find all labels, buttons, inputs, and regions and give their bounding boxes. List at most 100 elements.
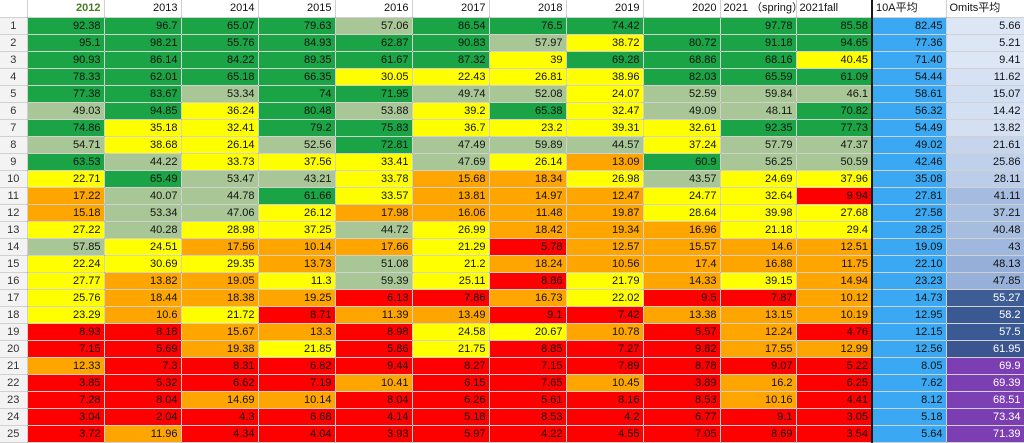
score-cell[interactable]: 21.18 (720, 221, 797, 239)
score-cell[interactable]: 9.44 (335, 357, 413, 375)
score-cell[interactable]: 27.68 (796, 204, 873, 222)
score-cell[interactable]: 19.05 (181, 272, 259, 290)
score-cell[interactable]: 10.45 (566, 374, 644, 392)
score-cell[interactable]: 20.67 (489, 323, 567, 341)
score-cell[interactable]: 37.56 (258, 153, 336, 171)
score-cell[interactable]: 38.68 (104, 136, 182, 154)
score-cell[interactable]: 21.79 (566, 272, 644, 290)
score-cell[interactable]: 12.51 (796, 238, 873, 256)
score-cell[interactable]: 7.87 (720, 289, 797, 307)
row-number[interactable]: 13 (0, 221, 28, 239)
score-cell[interactable]: 27.77 (27, 272, 105, 290)
score-cell[interactable]: 68.86 (643, 51, 721, 69)
score-cell[interactable]: 4.2 (566, 408, 644, 426)
omits-average-cell[interactable]: 55.27 (946, 289, 1024, 307)
score-cell[interactable]: 8.93 (27, 323, 105, 341)
omits-average-cell[interactable]: 21.61 (946, 136, 1024, 154)
score-cell[interactable]: 53.88 (335, 102, 413, 120)
score-cell[interactable]: 3.54 (796, 425, 873, 443)
score-cell[interactable]: 8.78 (643, 357, 721, 375)
score-cell[interactable]: 65.49 (104, 170, 182, 188)
omits-average-cell[interactable]: 25.86 (946, 153, 1024, 171)
row-number[interactable]: 4 (0, 68, 28, 86)
score-cell[interactable]: 8.86 (489, 272, 567, 290)
omits-average-cell[interactable]: 28.11 (946, 170, 1024, 188)
score-cell[interactable]: 7.3 (104, 357, 182, 375)
score-cell[interactable]: 8.18 (104, 323, 182, 341)
score-cell[interactable]: 40.07 (104, 187, 182, 205)
average-cell[interactable]: 27.58 (872, 204, 947, 222)
score-cell[interactable]: 72.81 (335, 136, 413, 154)
score-cell[interactable]: 22.02 (566, 289, 644, 307)
score-cell[interactable]: 10.56 (566, 255, 644, 273)
score-cell[interactable]: 29.35 (181, 255, 259, 273)
row-number[interactable]: 19 (0, 323, 28, 341)
score-cell[interactable]: 14.94 (796, 272, 873, 290)
score-cell[interactable]: 44.22 (104, 153, 182, 171)
average-cell[interactable]: 5.64 (872, 425, 947, 443)
row-number[interactable]: 18 (0, 306, 28, 324)
score-cell[interactable]: 4.55 (566, 425, 644, 443)
omits-average-cell[interactable]: 15.07 (946, 85, 1024, 103)
score-cell[interactable]: 7.89 (566, 357, 644, 375)
omits-average-cell[interactable]: 37.21 (946, 204, 1024, 222)
score-cell[interactable]: 57.97 (489, 34, 567, 52)
score-cell[interactable]: 39.2 (412, 102, 490, 120)
score-cell[interactable]: 57.06 (335, 17, 413, 35)
score-cell[interactable]: 56.25 (720, 153, 797, 171)
omits-average-cell[interactable]: 9.41 (946, 51, 1024, 69)
score-cell[interactable]: 21.29 (412, 238, 490, 256)
score-cell[interactable]: 25.11 (412, 272, 490, 290)
column-header-2014[interactable]: 2014 (181, 0, 259, 18)
score-cell[interactable]: 85.58 (796, 17, 873, 35)
score-cell[interactable]: 22.24 (27, 255, 105, 273)
score-cell[interactable]: 59.84 (720, 85, 797, 103)
score-cell[interactable]: 15.18 (27, 204, 105, 222)
score-cell[interactable]: 10.78 (566, 323, 644, 341)
score-cell[interactable]: 33.41 (335, 153, 413, 171)
score-cell[interactable]: 84.22 (181, 51, 259, 69)
score-cell[interactable]: 47.69 (412, 153, 490, 171)
score-cell[interactable]: 14.97 (489, 187, 567, 205)
score-cell[interactable]: 22.43 (412, 68, 490, 86)
average-cell[interactable]: 14.73 (872, 289, 947, 307)
score-cell[interactable]: 12.99 (796, 340, 873, 358)
score-cell[interactable]: 15.68 (412, 170, 490, 188)
score-cell[interactable]: 3.04 (27, 408, 105, 426)
score-cell[interactable]: 11.3 (258, 272, 336, 290)
score-cell[interactable]: 18.38 (181, 289, 259, 307)
omits-average-cell[interactable]: 71.39 (946, 425, 1024, 443)
score-cell[interactable]: 95.1 (27, 34, 105, 52)
score-cell[interactable]: 4.76 (796, 323, 873, 341)
score-cell[interactable]: 57.85 (27, 238, 105, 256)
score-cell[interactable]: 33.73 (181, 153, 259, 171)
average-cell[interactable]: 8.05 (872, 357, 947, 375)
score-cell[interactable]: 55.76 (181, 34, 259, 52)
score-cell[interactable]: 68.16 (720, 51, 797, 69)
score-cell[interactable]: 35.18 (104, 119, 182, 137)
score-cell[interactable]: 5.61 (489, 391, 567, 409)
average-cell[interactable]: 82.45 (872, 17, 947, 35)
row-number[interactable]: 21 (0, 357, 28, 375)
score-cell[interactable]: 61.67 (335, 51, 413, 69)
score-cell[interactable]: 10.16 (720, 391, 797, 409)
score-cell[interactable]: 7.15 (489, 357, 567, 375)
score-cell[interactable]: 39.15 (720, 272, 797, 290)
score-cell[interactable]: 18.24 (489, 255, 567, 273)
score-cell[interactable]: 13.09 (566, 153, 644, 171)
omits-average-cell[interactable]: 57.5 (946, 323, 1024, 341)
score-cell[interactable]: 12.33 (27, 357, 105, 375)
score-cell[interactable]: 47.06 (181, 204, 259, 222)
average-cell[interactable]: 22.10 (872, 255, 947, 273)
score-cell[interactable]: 97.78 (720, 17, 797, 35)
score-cell[interactable]: 52.59 (643, 85, 721, 103)
score-cell[interactable]: 32.61 (643, 119, 721, 137)
score-cell[interactable]: 60.9 (643, 153, 721, 171)
score-cell[interactable]: 43.21 (258, 170, 336, 188)
score-cell[interactable]: 37.96 (796, 170, 873, 188)
row-number[interactable]: 20 (0, 340, 28, 358)
score-cell[interactable]: 38.96 (566, 68, 644, 86)
score-cell[interactable]: 37.25 (258, 221, 336, 239)
score-cell[interactable]: 6.15 (412, 374, 490, 392)
score-cell[interactable]: 21.75 (412, 340, 490, 358)
